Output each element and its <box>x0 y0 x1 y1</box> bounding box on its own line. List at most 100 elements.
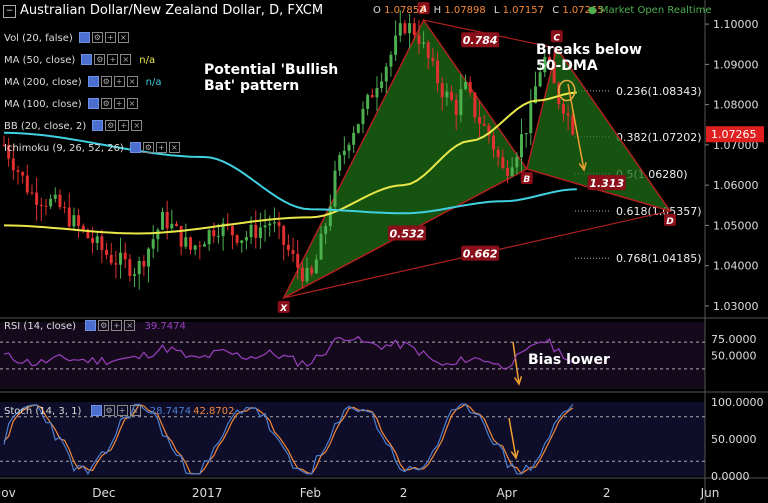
candle-body <box>291 250 295 254</box>
candle-body <box>188 237 192 250</box>
indicator-row[interactable]: Vol (20, false) ⚙ + × <box>4 32 131 44</box>
close-icon[interactable]: × <box>131 120 143 131</box>
eye-icon[interactable] <box>85 320 97 331</box>
candle-body <box>501 157 505 169</box>
candle-body <box>2 144 6 146</box>
candle-body <box>417 35 421 44</box>
candle-body <box>123 252 127 260</box>
candle-body <box>35 192 39 205</box>
eye-icon[interactable] <box>129 142 141 153</box>
break-highlight-circle <box>558 79 576 102</box>
price-tick-label: 1.05000 <box>713 219 759 232</box>
close-icon[interactable]: × <box>126 76 138 87</box>
open-value: 1.07853 <box>384 5 426 16</box>
candle-body <box>77 215 81 226</box>
indicator-row[interactable]: MA (100, close) ⚙ + × <box>4 98 140 110</box>
x-tick-label: Apr <box>496 486 517 500</box>
settings-icon[interactable]: ⚙ <box>100 98 112 109</box>
rsi-bias-arrow-head <box>513 376 523 386</box>
settings-icon[interactable]: ⚙ <box>98 320 110 331</box>
eye-icon[interactable] <box>87 76 99 87</box>
add-icon[interactable]: + <box>107 54 119 65</box>
x-tick-label: Dec <box>92 486 115 500</box>
indicator-row[interactable]: MA (50, close) ⚙ + × n/a <box>4 54 155 66</box>
stoch-k-line <box>3 403 574 475</box>
candle-body <box>184 237 188 247</box>
harmonic-point-label: C <box>553 33 560 43</box>
candle-body <box>109 254 113 264</box>
harmonic-point-badge <box>520 172 533 185</box>
rsi-name: RSI (14, close) <box>4 320 77 332</box>
rsi-tick-label: 75.0000 <box>711 333 757 346</box>
add-icon[interactable]: + <box>113 76 125 87</box>
add-icon[interactable]: + <box>116 405 128 416</box>
candle-body <box>95 236 99 244</box>
close-icon[interactable]: × <box>120 54 132 65</box>
add-icon[interactable]: + <box>111 320 123 331</box>
candle-body <box>100 236 104 250</box>
x-tick-label: 2 <box>603 486 611 500</box>
close-icon[interactable]: × <box>117 32 129 43</box>
candle-body <box>366 94 370 109</box>
eye-icon[interactable] <box>78 32 90 43</box>
harmonic-point-badge <box>417 2 430 15</box>
close-icon[interactable]: × <box>124 320 136 331</box>
candle-body <box>268 223 272 226</box>
add-icon[interactable]: + <box>155 142 167 153</box>
eye-icon[interactable] <box>90 405 102 416</box>
eye-icon[interactable] <box>87 98 99 109</box>
add-icon[interactable]: + <box>118 120 130 131</box>
candle-body <box>272 222 276 224</box>
indicator-value: n/a <box>145 76 162 88</box>
candle-body <box>16 170 20 173</box>
candle-body <box>7 145 11 159</box>
candle-body <box>464 81 468 90</box>
candle-body <box>174 223 178 226</box>
harmonic-point-badge <box>277 300 290 313</box>
indicator-row[interactable]: Ichimoku (9, 26, 52, 26) ⚙ + × <box>4 142 182 154</box>
add-icon[interactable]: + <box>113 98 125 109</box>
price-tick-label: 1.08000 <box>713 99 759 112</box>
eye-icon[interactable] <box>81 54 93 65</box>
candle-body <box>328 206 332 227</box>
candle-body <box>151 239 155 249</box>
settings-icon[interactable]: ⚙ <box>142 142 154 153</box>
settings-icon[interactable]: ⚙ <box>100 76 112 87</box>
price-tick-label: 1.03000 <box>713 300 759 313</box>
candle-body <box>86 229 90 239</box>
stoch-name: Stoch (14, 3, 1) <box>4 405 82 417</box>
indicator-row[interactable]: MA (200, close) ⚙ + × n/a <box>4 76 162 88</box>
ratio-label: 0.784 <box>463 34 498 47</box>
pattern-annotation: Potential 'Bullish Bat' pattern <box>204 62 339 94</box>
collapse-icon[interactable]: − <box>3 5 16 18</box>
eye-icon[interactable] <box>92 120 104 131</box>
ratio-badge <box>461 32 500 48</box>
candle-body <box>119 252 123 265</box>
fib-label: 0.768(1.04185) <box>616 252 702 265</box>
close-icon[interactable]: × <box>129 405 141 416</box>
candle-body <box>342 150 346 156</box>
candle-body <box>11 158 15 171</box>
settings-icon[interactable]: ⚙ <box>94 54 106 65</box>
candle-body <box>91 238 95 244</box>
indicator-row[interactable]: BB (20, close, 2) ⚙ + × <box>4 120 144 132</box>
bias-annotation: Bias lower <box>528 352 610 368</box>
candle-body <box>30 192 34 194</box>
price-tick-label: 1.10000 <box>713 18 759 31</box>
price-tick-label: 1.04000 <box>713 260 759 273</box>
stoch-legend: Stoch (14, 3, 1) ⚙ + × 28.7474 42.8702 <box>4 405 234 417</box>
candle-body <box>21 172 25 176</box>
candle-body <box>408 23 412 34</box>
add-icon[interactable]: + <box>104 32 116 43</box>
stoch-bias-arrow-head <box>510 450 519 460</box>
settings-icon[interactable]: ⚙ <box>105 120 117 131</box>
candle-body <box>375 87 379 98</box>
candle-body <box>235 235 239 243</box>
settings-icon[interactable]: ⚙ <box>91 32 103 43</box>
rsi-line <box>3 335 574 370</box>
settings-icon[interactable]: ⚙ <box>103 405 115 416</box>
x-tick-label: Nov <box>0 486 16 500</box>
close-icon[interactable]: × <box>168 142 180 153</box>
close-icon[interactable]: × <box>126 98 138 109</box>
